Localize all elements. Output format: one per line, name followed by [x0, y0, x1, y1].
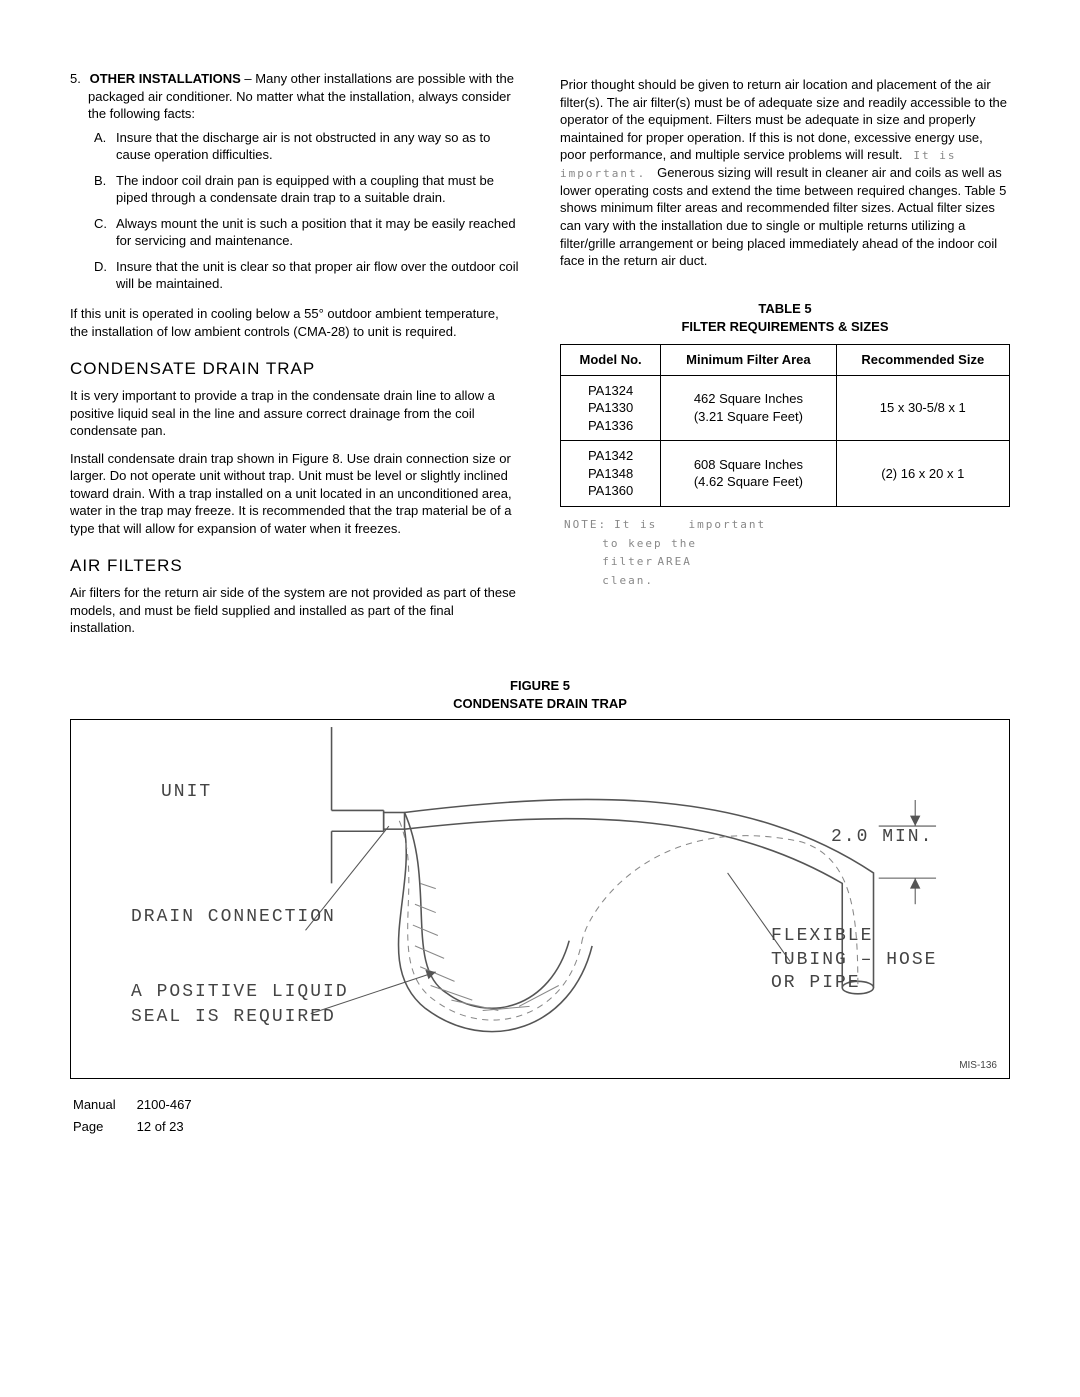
page-footer: Manual 2100-467 Page 12 of 23 — [70, 1093, 1010, 1138]
item-other-installations: 5. OTHER INSTALLATIONS – Many other inst… — [88, 70, 520, 293]
condensate-heading: CONDENSATE DRAIN TRAP — [70, 358, 520, 381]
cell-models: PA1342 PA1348 PA1360 — [561, 441, 661, 507]
table-row: PA1324 PA1330 PA1336 462 Square Inches (… — [561, 375, 1010, 441]
sub-item-c: C.Always mount the unit is such a positi… — [116, 215, 520, 250]
obscured-text: important. — [560, 167, 646, 182]
table-note: NOTE: It is important to keep the filter… — [560, 515, 1010, 590]
figure-box: UNIT 2.0 MIN. DRAIN CONNECTION FLEXIBLE … — [70, 719, 1010, 1079]
figure-caption: FIGURE 5 CONDENSATE DRAIN TRAP — [70, 677, 1010, 713]
footer-manual-label: Manual — [72, 1095, 134, 1115]
cell-models: PA1324 PA1330 PA1336 — [561, 375, 661, 441]
item-title: OTHER INSTALLATIONS — [90, 71, 241, 86]
condensate-p2: Install condensate drain trap shown in F… — [70, 450, 520, 538]
sub-item-a: A.Insure that the discharge air is not o… — [116, 129, 520, 164]
low-ambient-note: If this unit is operated in cooling belo… — [70, 305, 520, 340]
condensate-p1: It is very important to provide a trap i… — [70, 387, 520, 440]
figure-id: MIS-136 — [959, 1059, 997, 1073]
airfilters-heading: AIR FILTERS — [70, 555, 520, 578]
label-flexible-tubing: FLEXIBLE TUBING – HOSE OR PIPE — [771, 925, 937, 995]
obscured-text: It is — [913, 149, 956, 164]
list-number: 5. — [70, 70, 86, 88]
footer-page-value: 12 of 23 — [136, 1117, 210, 1137]
cell-size: 15 x 30-5/8 x 1 — [836, 375, 1009, 441]
table-caption: TABLE 5 FILTER REQUIREMENTS & SIZES — [560, 300, 1010, 336]
airfilters-p: Air filters for the return air side of t… — [70, 584, 520, 637]
filter-intro: Prior thought should be given to return … — [560, 76, 1010, 270]
sub-item-b: B.The indoor coil drain pan is equipped … — [116, 172, 520, 207]
table-row: PA1342 PA1348 PA1360 608 Square Inches (… — [561, 441, 1010, 507]
cell-size: (2) 16 x 20 x 1 — [836, 441, 1009, 507]
filter-table: Model No. Minimum Filter Area Recommende… — [560, 344, 1010, 507]
right-column: Prior thought should be given to return … — [560, 70, 1010, 647]
label-unit: UNIT — [161, 780, 212, 804]
label-min: 2.0 MIN. — [831, 825, 933, 849]
th-model: Model No. — [561, 344, 661, 375]
sub-item-d: D.Insure that the unit is clear so that … — [116, 258, 520, 293]
label-seal-1: A POSITIVE LIQUID — [131, 980, 349, 1004]
left-column: 5. OTHER INSTALLATIONS – Many other inst… — [70, 70, 520, 647]
cell-area: 462 Square Inches (3.21 Square Feet) — [661, 375, 836, 441]
footer-page-label: Page — [72, 1117, 134, 1137]
footer-manual-value: 2100-467 — [136, 1095, 210, 1115]
th-size: Recommended Size — [836, 344, 1009, 375]
label-drain-connection: DRAIN CONNECTION — [131, 905, 336, 929]
th-area: Minimum Filter Area — [661, 344, 836, 375]
cell-area: 608 Square Inches (4.62 Square Feet) — [661, 441, 836, 507]
label-seal-2: SEAL IS REQUIRED — [131, 1005, 336, 1029]
